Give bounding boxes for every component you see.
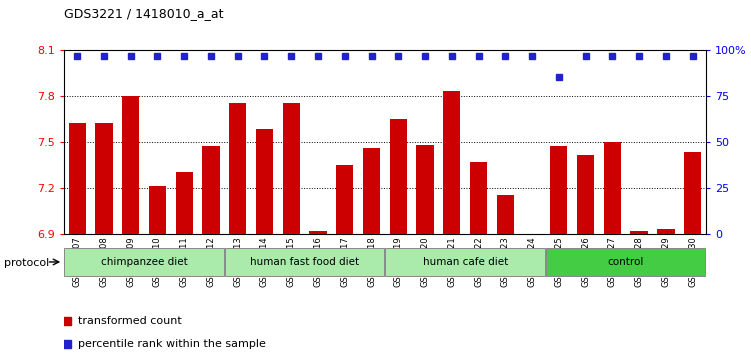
Bar [229,103,246,234]
Bar [309,230,327,234]
Bar [149,186,166,234]
Bar [202,146,220,234]
Text: transformed count: transformed count [78,315,182,326]
Bar [657,229,674,234]
Text: human cafe diet: human cafe diet [423,257,508,267]
Bar [577,155,594,234]
Text: GDS3221 / 1418010_a_at: GDS3221 / 1418010_a_at [64,7,223,20]
Bar [470,161,487,234]
Bar [550,146,568,234]
Text: percentile rank within the sample: percentile rank within the sample [78,338,266,349]
Bar [416,145,434,234]
Bar [176,172,193,234]
Bar [68,123,86,234]
Text: protocol: protocol [4,258,49,268]
Bar [546,248,705,276]
Bar [282,103,300,234]
Bar [225,248,385,276]
Text: control: control [608,257,644,267]
Bar [443,91,460,234]
Bar [496,195,514,234]
Bar [122,96,140,234]
Text: human fast food diet: human fast food diet [250,257,359,267]
Bar [390,119,407,234]
Bar [604,142,621,234]
Text: chimpanzee diet: chimpanzee diet [101,257,188,267]
Bar [363,148,380,234]
Bar [65,248,224,276]
Bar [95,123,113,234]
Bar [256,129,273,234]
Bar [630,230,648,234]
Bar [684,152,701,234]
Bar [336,165,354,234]
Bar [385,248,545,276]
